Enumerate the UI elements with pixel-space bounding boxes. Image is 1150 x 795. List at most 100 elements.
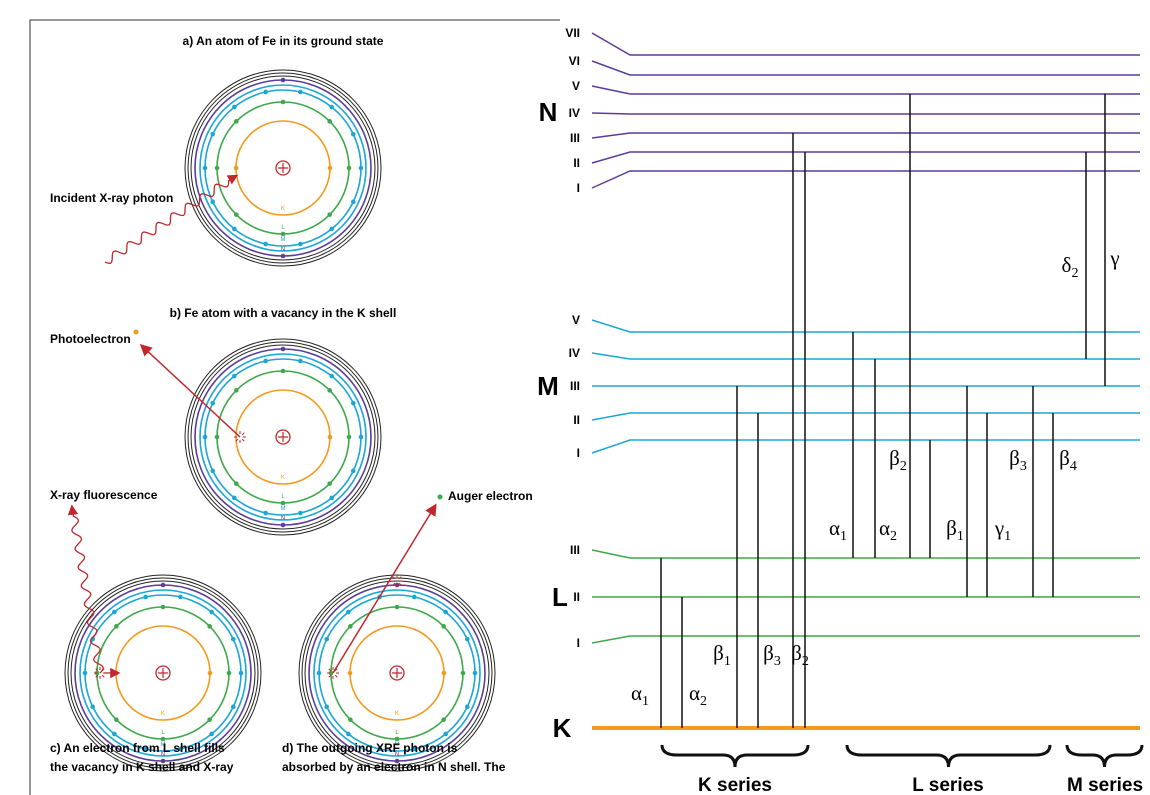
caption: b) Fe atom with a vacancy in the K shell — [170, 306, 397, 320]
electron — [328, 435, 333, 440]
sublevel-label: I — [577, 636, 580, 650]
caption: d) The outgoing XRF photon is — [282, 741, 458, 755]
energy-level — [592, 413, 1140, 420]
electron — [465, 637, 470, 642]
label: X-ray fluorescence — [50, 488, 158, 502]
transition-symbol: δ — [1062, 253, 1072, 277]
label: Auger electron — [448, 489, 533, 503]
electron — [215, 435, 220, 440]
sublevel-label: VII — [565, 26, 580, 40]
vacancy-star — [242, 433, 244, 435]
transition-symbol: β — [889, 446, 900, 470]
energy-level — [592, 152, 1140, 163]
atom-shell-label: N — [281, 516, 285, 522]
electron — [441, 717, 446, 722]
transition-subscript: 4 — [1070, 459, 1077, 474]
sublevel-label: VI — [569, 54, 580, 68]
electron — [263, 511, 268, 516]
transition-subscript: 1 — [724, 654, 731, 669]
transition-label: β2 — [791, 641, 809, 669]
electron — [232, 227, 237, 232]
electron — [281, 369, 286, 374]
electron — [465, 705, 470, 710]
sublevel-label: II — [573, 156, 580, 170]
electron — [210, 200, 215, 205]
electron — [441, 624, 446, 629]
electron — [203, 435, 208, 440]
atom-shell-label: L — [395, 730, 399, 736]
electron — [263, 90, 268, 95]
atom-shell-label: M — [281, 237, 286, 243]
electron — [143, 595, 148, 600]
sublevel-label: III — [570, 379, 580, 393]
vacancy-star — [242, 439, 244, 441]
electron — [473, 671, 478, 676]
electron — [209, 610, 214, 615]
electron — [114, 717, 119, 722]
energy-level — [592, 353, 1140, 359]
electron — [281, 232, 286, 237]
caption: a) An atom of Fe in its ground state — [183, 34, 384, 48]
transition-symbol: β — [1009, 446, 1020, 470]
electron — [178, 595, 183, 600]
transition-symbol: γ — [1109, 246, 1119, 270]
electron — [234, 212, 239, 217]
photoelectron-dot — [134, 330, 139, 335]
electron — [347, 435, 352, 440]
photoelectron-arrow — [142, 346, 240, 437]
energy-level — [592, 113, 1140, 114]
electron — [83, 671, 88, 676]
electron — [207, 717, 212, 722]
atom-shell-label: N — [281, 247, 285, 253]
electron — [412, 595, 417, 600]
series-label: L series — [912, 775, 983, 795]
electron — [329, 227, 334, 232]
transition-label: δ2 — [1062, 253, 1079, 281]
energy-level — [592, 86, 1140, 94]
electron — [210, 401, 215, 406]
electron — [215, 166, 220, 171]
sublevel-label: I — [577, 181, 580, 195]
atom-shell-label: K — [281, 206, 285, 212]
nucleus-plus — [158, 668, 168, 678]
electron — [351, 132, 356, 137]
transition-label: α1 — [829, 516, 847, 544]
transition-subscript: 1 — [840, 529, 847, 544]
electron — [281, 100, 286, 105]
transition-symbol: α — [631, 681, 642, 705]
electron — [234, 481, 239, 486]
electron — [210, 469, 215, 474]
energy-level — [592, 320, 1140, 332]
electron — [234, 388, 239, 393]
electron — [203, 166, 208, 171]
electron — [347, 166, 352, 171]
electron — [207, 624, 212, 629]
electron — [90, 705, 95, 710]
sublevel-label: V — [572, 313, 580, 327]
transition-label: β4 — [1059, 446, 1077, 474]
auger-dot — [438, 495, 443, 500]
transition-symbol: α — [829, 516, 840, 540]
electron — [348, 671, 353, 676]
atom-shell-label: K — [281, 475, 285, 481]
transition-symbol: β — [946, 516, 957, 540]
transition-subscript: 2 — [890, 529, 897, 544]
sublevel-label: II — [573, 590, 580, 604]
electron — [239, 671, 244, 676]
electron — [232, 105, 237, 110]
nucleus-plus — [278, 163, 288, 173]
electron — [346, 732, 351, 737]
transition-label: α2 — [879, 516, 897, 544]
transition-symbol: α — [689, 681, 700, 705]
atom-shell-label: K — [161, 711, 165, 717]
electron — [395, 605, 400, 610]
electron — [281, 501, 286, 506]
transition-label: β1 — [713, 641, 731, 669]
shell-letter: L — [552, 582, 568, 612]
transition-symbol: γ — [994, 516, 1004, 540]
electron — [346, 610, 351, 615]
electron — [348, 717, 353, 722]
xray-wave — [105, 176, 236, 263]
electron — [348, 624, 353, 629]
vacancy-star — [335, 675, 337, 677]
